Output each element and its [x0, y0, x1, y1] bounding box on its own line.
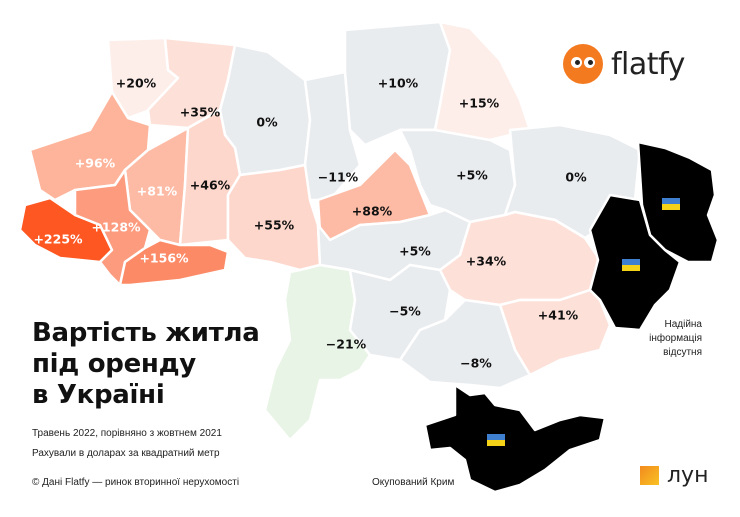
page-title: Вартість житла під оренду в Україні — [32, 318, 260, 411]
flatfy-logo: flatfy — [563, 44, 685, 84]
region-crimea — [423, 383, 607, 494]
region-chernivtsi — [118, 238, 230, 287]
note-line: відсутня — [663, 347, 702, 358]
ukraine-flag-icon — [662, 198, 680, 210]
region-value-khmelnytskyi: +46% — [190, 178, 231, 193]
region-value-zakarpattia: +225% — [33, 232, 83, 247]
region-value-chernihiv: +10% — [378, 76, 419, 91]
subtitle-units: Рахували в доларах за квадратний метр — [32, 448, 220, 459]
region-value-odesa: −21% — [326, 337, 367, 352]
region-value-volyn: +20% — [116, 76, 157, 91]
region-value-rivne: +35% — [180, 105, 221, 120]
ukraine-flag-icon — [622, 259, 640, 271]
lun-logo-text: лун — [667, 463, 709, 488]
flatfy-owl-icon — [563, 44, 603, 84]
region-value-kherson: −8% — [460, 356, 492, 371]
region-value-kyiv: −11% — [318, 170, 359, 185]
region-value-chernivtsi: +156% — [139, 251, 189, 266]
region-value-mykolaiv: −5% — [389, 304, 421, 319]
lun-square-icon — [640, 466, 659, 485]
flatfy-logo-text: flatfy — [611, 46, 685, 82]
ukraine-flag-icon — [487, 434, 505, 446]
lun-logo: лун — [640, 463, 708, 488]
source-note: © Дані Flatfy — ринок вторинної нерухомо… — [32, 477, 240, 488]
region-value-zhytomyr: 0% — [256, 115, 278, 130]
title-line: під оренду — [32, 349, 196, 379]
region-value-sumy: +15% — [459, 96, 500, 111]
subtitle-period: Травень 2022, порівняно з жовтнем 2021 — [32, 428, 222, 439]
region-value-ternopil: +81% — [137, 184, 178, 199]
title-line: Вартість житла — [32, 318, 260, 348]
no-data-note: Надійна інформація відсутня — [649, 318, 702, 360]
region-value-zaporizhzhia: +41% — [538, 308, 579, 323]
title-line: в Україні — [32, 380, 165, 410]
crimea-note: Окупований Крим — [372, 477, 455, 488]
region-sumy — [433, 20, 532, 142]
note-line: інформація — [649, 333, 702, 344]
region-kherson — [398, 298, 532, 390]
region-value-ivano-frankivsk: +128% — [91, 220, 141, 235]
region-value-lviv: +96% — [75, 156, 116, 171]
region-value-dnipro: +34% — [466, 254, 507, 269]
note-line: Надійна — [664, 319, 702, 330]
region-value-vinnytsia: +55% — [254, 218, 295, 233]
region-value-kirovohrad: +5% — [399, 244, 431, 259]
region-odesa — [263, 263, 372, 442]
region-value-kharkiv: 0% — [565, 170, 587, 185]
region-value-cherkasy: +88% — [352, 204, 393, 219]
region-value-poltava: +5% — [456, 168, 488, 183]
